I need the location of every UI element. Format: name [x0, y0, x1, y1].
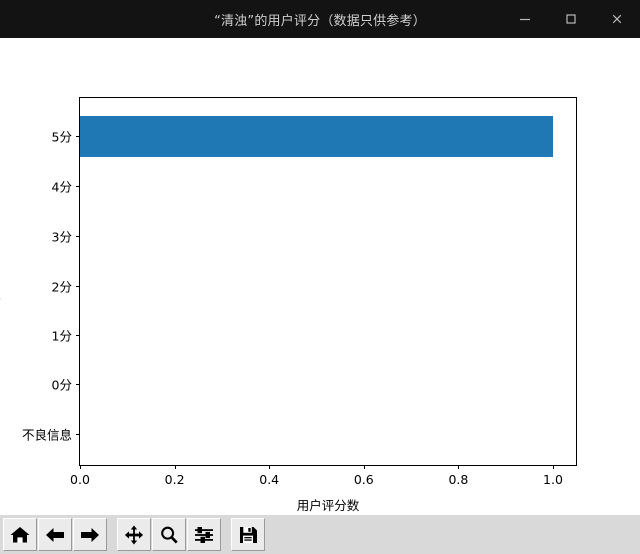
forward-button[interactable]	[73, 518, 107, 551]
y-tick-6	[76, 434, 80, 435]
y-tick-5	[76, 384, 80, 385]
y-tick-4	[76, 335, 80, 336]
x-tick-1	[174, 465, 176, 469]
arrow-right-icon	[81, 527, 99, 542]
x-tick-4	[458, 465, 460, 469]
pan-button[interactable]	[117, 518, 151, 551]
home-icon	[10, 526, 30, 542]
y-tick-0	[76, 136, 80, 137]
minimize-button[interactable]	[502, 0, 548, 38]
x-tick-label-2: 0.4	[259, 472, 280, 487]
move-arrows-icon	[124, 524, 144, 545]
zoom-button[interactable]	[152, 518, 186, 551]
window-title: “清浊”的用户评分（数据只供参考）	[214, 13, 426, 29]
y-tick-1	[76, 186, 80, 187]
window-controls	[502, 0, 640, 38]
magnifier-icon	[161, 526, 178, 543]
x-tick-0	[80, 465, 81, 469]
x-axis-label: 用户评分数	[296, 498, 360, 513]
arrow-left-icon	[46, 527, 64, 542]
x-tick-label-0: 0.0	[70, 472, 90, 487]
close-button[interactable]	[594, 0, 640, 38]
window-titlebar[interactable]: “清浊”的用户评分（数据只供参考）	[0, 0, 640, 38]
sliders-icon	[195, 526, 213, 543]
x-tick-2	[269, 465, 271, 469]
y-axis-label: 评分	[0, 279, 3, 304]
plot-area	[80, 98, 576, 465]
x-tick-label-4: 0.8	[448, 472, 469, 487]
maximize-button[interactable]	[548, 0, 594, 38]
save-button[interactable]	[231, 518, 265, 551]
maximize-icon	[566, 14, 576, 24]
x-tick-label-5: 1.0	[543, 472, 563, 487]
axes-frame[interactable]: 5分 4分 3分 2分 1分 0分 不良信息 0.0 0.2 0.4 0.6	[22, 97, 577, 487]
y-tick-label-1: 4分	[51, 179, 72, 195]
y-tick-label-6: 不良信息	[21, 427, 72, 443]
y-tick-label-2: 3分	[51, 229, 72, 245]
floppy-save-icon	[240, 526, 257, 543]
configure-subplots-button[interactable]	[187, 518, 221, 551]
x-tick-3	[363, 465, 365, 469]
minimize-icon	[520, 18, 530, 21]
back-button[interactable]	[38, 518, 72, 551]
x-tick-5	[553, 465, 554, 469]
y-tick-label-3: 2分	[51, 279, 72, 295]
y-tick-label-0: 5分	[51, 129, 72, 145]
matplotlib-toolbar	[0, 515, 640, 554]
y-tick-label-4: 1分	[51, 328, 72, 344]
y-tick-2	[76, 236, 80, 237]
bar-5fen	[80, 116, 553, 157]
figure-canvas[interactable]: “清浊”的用户评分（数据只供参考） 评分 5分 4分 3分 2分 1分 0分 不…	[0, 38, 640, 515]
toolbar-separator-1	[108, 518, 117, 551]
x-tick-label-3: 0.6	[353, 472, 374, 487]
x-tick-label-1: 0.2	[164, 472, 185, 487]
close-icon	[612, 14, 622, 24]
home-button[interactable]	[3, 518, 37, 551]
y-tick-3	[76, 286, 80, 287]
toolbar-separator-2	[222, 518, 231, 551]
y-tick-label-5: 0分	[51, 377, 72, 393]
